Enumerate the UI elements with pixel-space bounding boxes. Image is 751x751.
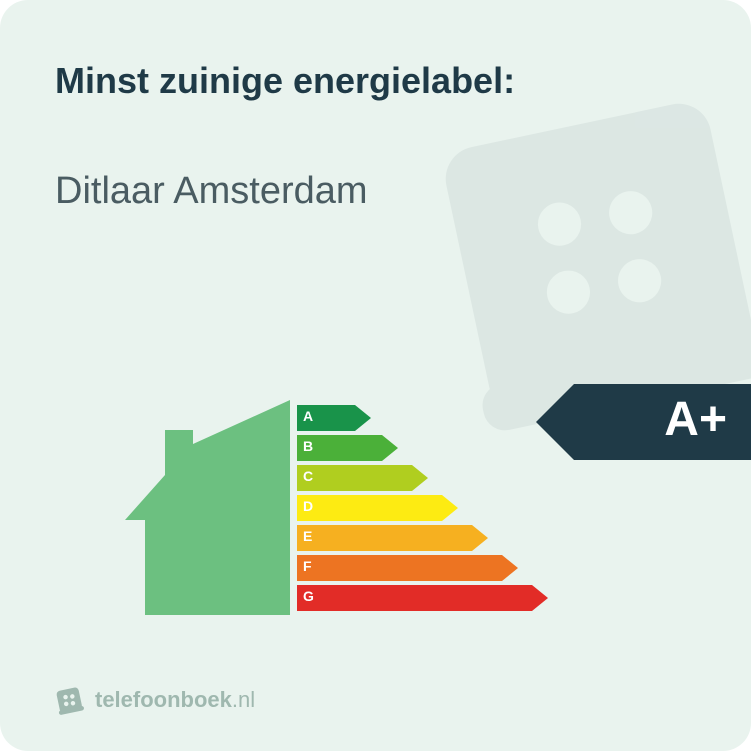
energy-bar-d: D xyxy=(297,495,548,521)
footer-brand-light: .nl xyxy=(232,687,255,712)
footer-brand-bold: telefoonboek xyxy=(95,687,232,712)
location-name: Ditlaar Amsterdam xyxy=(55,170,368,213)
house-icon xyxy=(125,400,290,615)
footer-logo-icon xyxy=(52,682,88,718)
energy-bars: ABCDEFG xyxy=(297,405,548,615)
energy-bar-f: F xyxy=(297,555,548,581)
energy-bar-g: G xyxy=(297,585,548,611)
bar-letter: A xyxy=(303,408,313,424)
card-title: Minst zuinige energielabel: xyxy=(55,60,515,102)
rating-value: A+ xyxy=(664,392,727,447)
bar-letter: F xyxy=(303,558,312,574)
footer: telefoonboek.nl xyxy=(55,685,255,715)
rating-badge: A+ xyxy=(536,384,751,460)
bar-letter: B xyxy=(303,438,313,454)
footer-brand: telefoonboek.nl xyxy=(95,687,255,713)
energy-bar-a: A xyxy=(297,405,548,431)
bar-letter: G xyxy=(303,588,314,604)
bar-letter: C xyxy=(303,468,313,484)
bar-letter: D xyxy=(303,498,313,514)
energy-bar-c: C xyxy=(297,465,548,491)
energy-bar-b: B xyxy=(297,435,548,461)
energy-bar-e: E xyxy=(297,525,548,551)
energy-label-card: Minst zuinige energielabel: Ditlaar Amst… xyxy=(0,0,751,751)
bar-letter: E xyxy=(303,528,312,544)
